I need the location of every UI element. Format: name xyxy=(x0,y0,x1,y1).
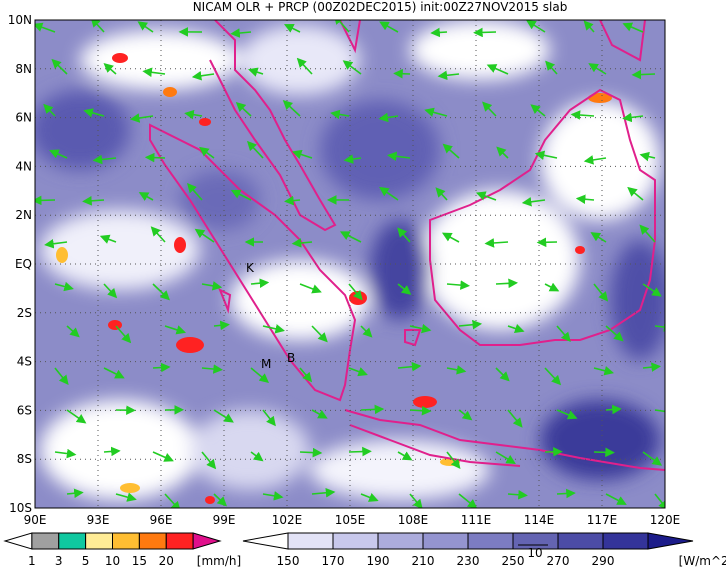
colorbar-label: 10 xyxy=(105,554,120,568)
colorbar-label: 1 xyxy=(28,554,36,568)
wind-vector xyxy=(633,74,655,75)
lon-label: 99E xyxy=(213,513,236,527)
lon-label: 117E xyxy=(587,513,618,527)
lat-label: 6S xyxy=(17,403,32,417)
lon-label: 102E xyxy=(272,513,303,527)
wind-vector xyxy=(361,409,383,410)
lat-label: 8S xyxy=(17,452,32,466)
colorbar-cell xyxy=(139,533,166,549)
lon-label: 96E xyxy=(150,513,173,527)
lat-label: EQ xyxy=(15,257,32,271)
lat-label: 8N xyxy=(15,62,32,76)
colorbar-label: 15 xyxy=(132,554,147,568)
lon-label: 120E xyxy=(650,513,681,527)
reference-vector-label: 10 xyxy=(527,546,542,560)
colorbar-label: 190 xyxy=(367,554,390,568)
lon-label: 111E xyxy=(461,513,492,527)
colorbar-unit: [mm/h] xyxy=(197,554,241,568)
colorbar-cell xyxy=(333,533,378,549)
lat-label: 10N xyxy=(8,13,32,27)
lon-label: 93E xyxy=(87,513,110,527)
wind-vector xyxy=(146,157,165,158)
colorbar-label: 210 xyxy=(412,554,435,568)
lat-label: 2N xyxy=(15,208,32,222)
place-label: B xyxy=(287,351,295,365)
wind-vector xyxy=(395,73,410,74)
colorbar-end xyxy=(243,533,288,549)
wind-vector xyxy=(349,451,370,452)
colorbar-label: 270 xyxy=(547,554,570,568)
wind-vector xyxy=(557,493,574,494)
colorbar-cell xyxy=(166,533,193,549)
colorbar-cell xyxy=(59,533,86,549)
precip-colorbar: 1 3 5 10 15 20 [mm/h] xyxy=(5,533,241,568)
lat-label: 4S xyxy=(17,355,32,369)
colorbar-label: 170 xyxy=(322,554,345,568)
colorbar-label: 150 xyxy=(277,554,300,568)
title: NICAM OLR + PRCP (00Z02DEC2015) init:00Z… xyxy=(193,0,568,14)
colorbar-cell xyxy=(423,533,468,549)
olr-colorbar: 150 170 190 210 230 250 270 290 [W/m^2] 10 xyxy=(243,533,726,568)
colorbar-label: 250 xyxy=(502,554,525,568)
wind-vector xyxy=(300,452,321,453)
colorbar-label: 230 xyxy=(457,554,480,568)
colorbar-cell xyxy=(378,533,423,549)
lat-label: 2S xyxy=(17,306,32,320)
colorbar-cell xyxy=(558,533,603,549)
colorbar-cell xyxy=(288,533,333,549)
wind-vector xyxy=(153,367,169,368)
colorbar-cell xyxy=(468,533,513,549)
colorbar-end xyxy=(5,533,32,549)
wind-vector xyxy=(594,452,613,453)
lon-label: 108E xyxy=(398,513,429,527)
colorbar-cell xyxy=(603,533,648,549)
colorbar-cell xyxy=(32,533,59,549)
lon-label: 90E xyxy=(24,513,47,527)
colorbar-label: 3 xyxy=(55,554,63,568)
place-label: M xyxy=(261,357,271,371)
lon-label: 105E xyxy=(335,513,366,527)
colorbar-cell xyxy=(86,533,113,549)
colorbar-cell xyxy=(113,533,140,549)
lat-label: 4N xyxy=(15,159,32,173)
lat-label: 6N xyxy=(15,111,32,125)
map-field: K M B xyxy=(30,16,676,510)
place-label: K xyxy=(246,261,255,275)
colorbar-end xyxy=(648,533,693,549)
colorbar-end xyxy=(193,533,220,549)
lon-label: 114E xyxy=(524,513,555,527)
wind-vector xyxy=(33,200,55,201)
wind-vector xyxy=(475,32,496,33)
colorbar-label: 20 xyxy=(159,554,174,568)
colorbar-label: 290 xyxy=(592,554,615,568)
colorbar-label: 5 xyxy=(82,554,90,568)
wind-vector xyxy=(432,32,447,33)
colorbar-unit: [W/m^2] xyxy=(679,554,726,568)
